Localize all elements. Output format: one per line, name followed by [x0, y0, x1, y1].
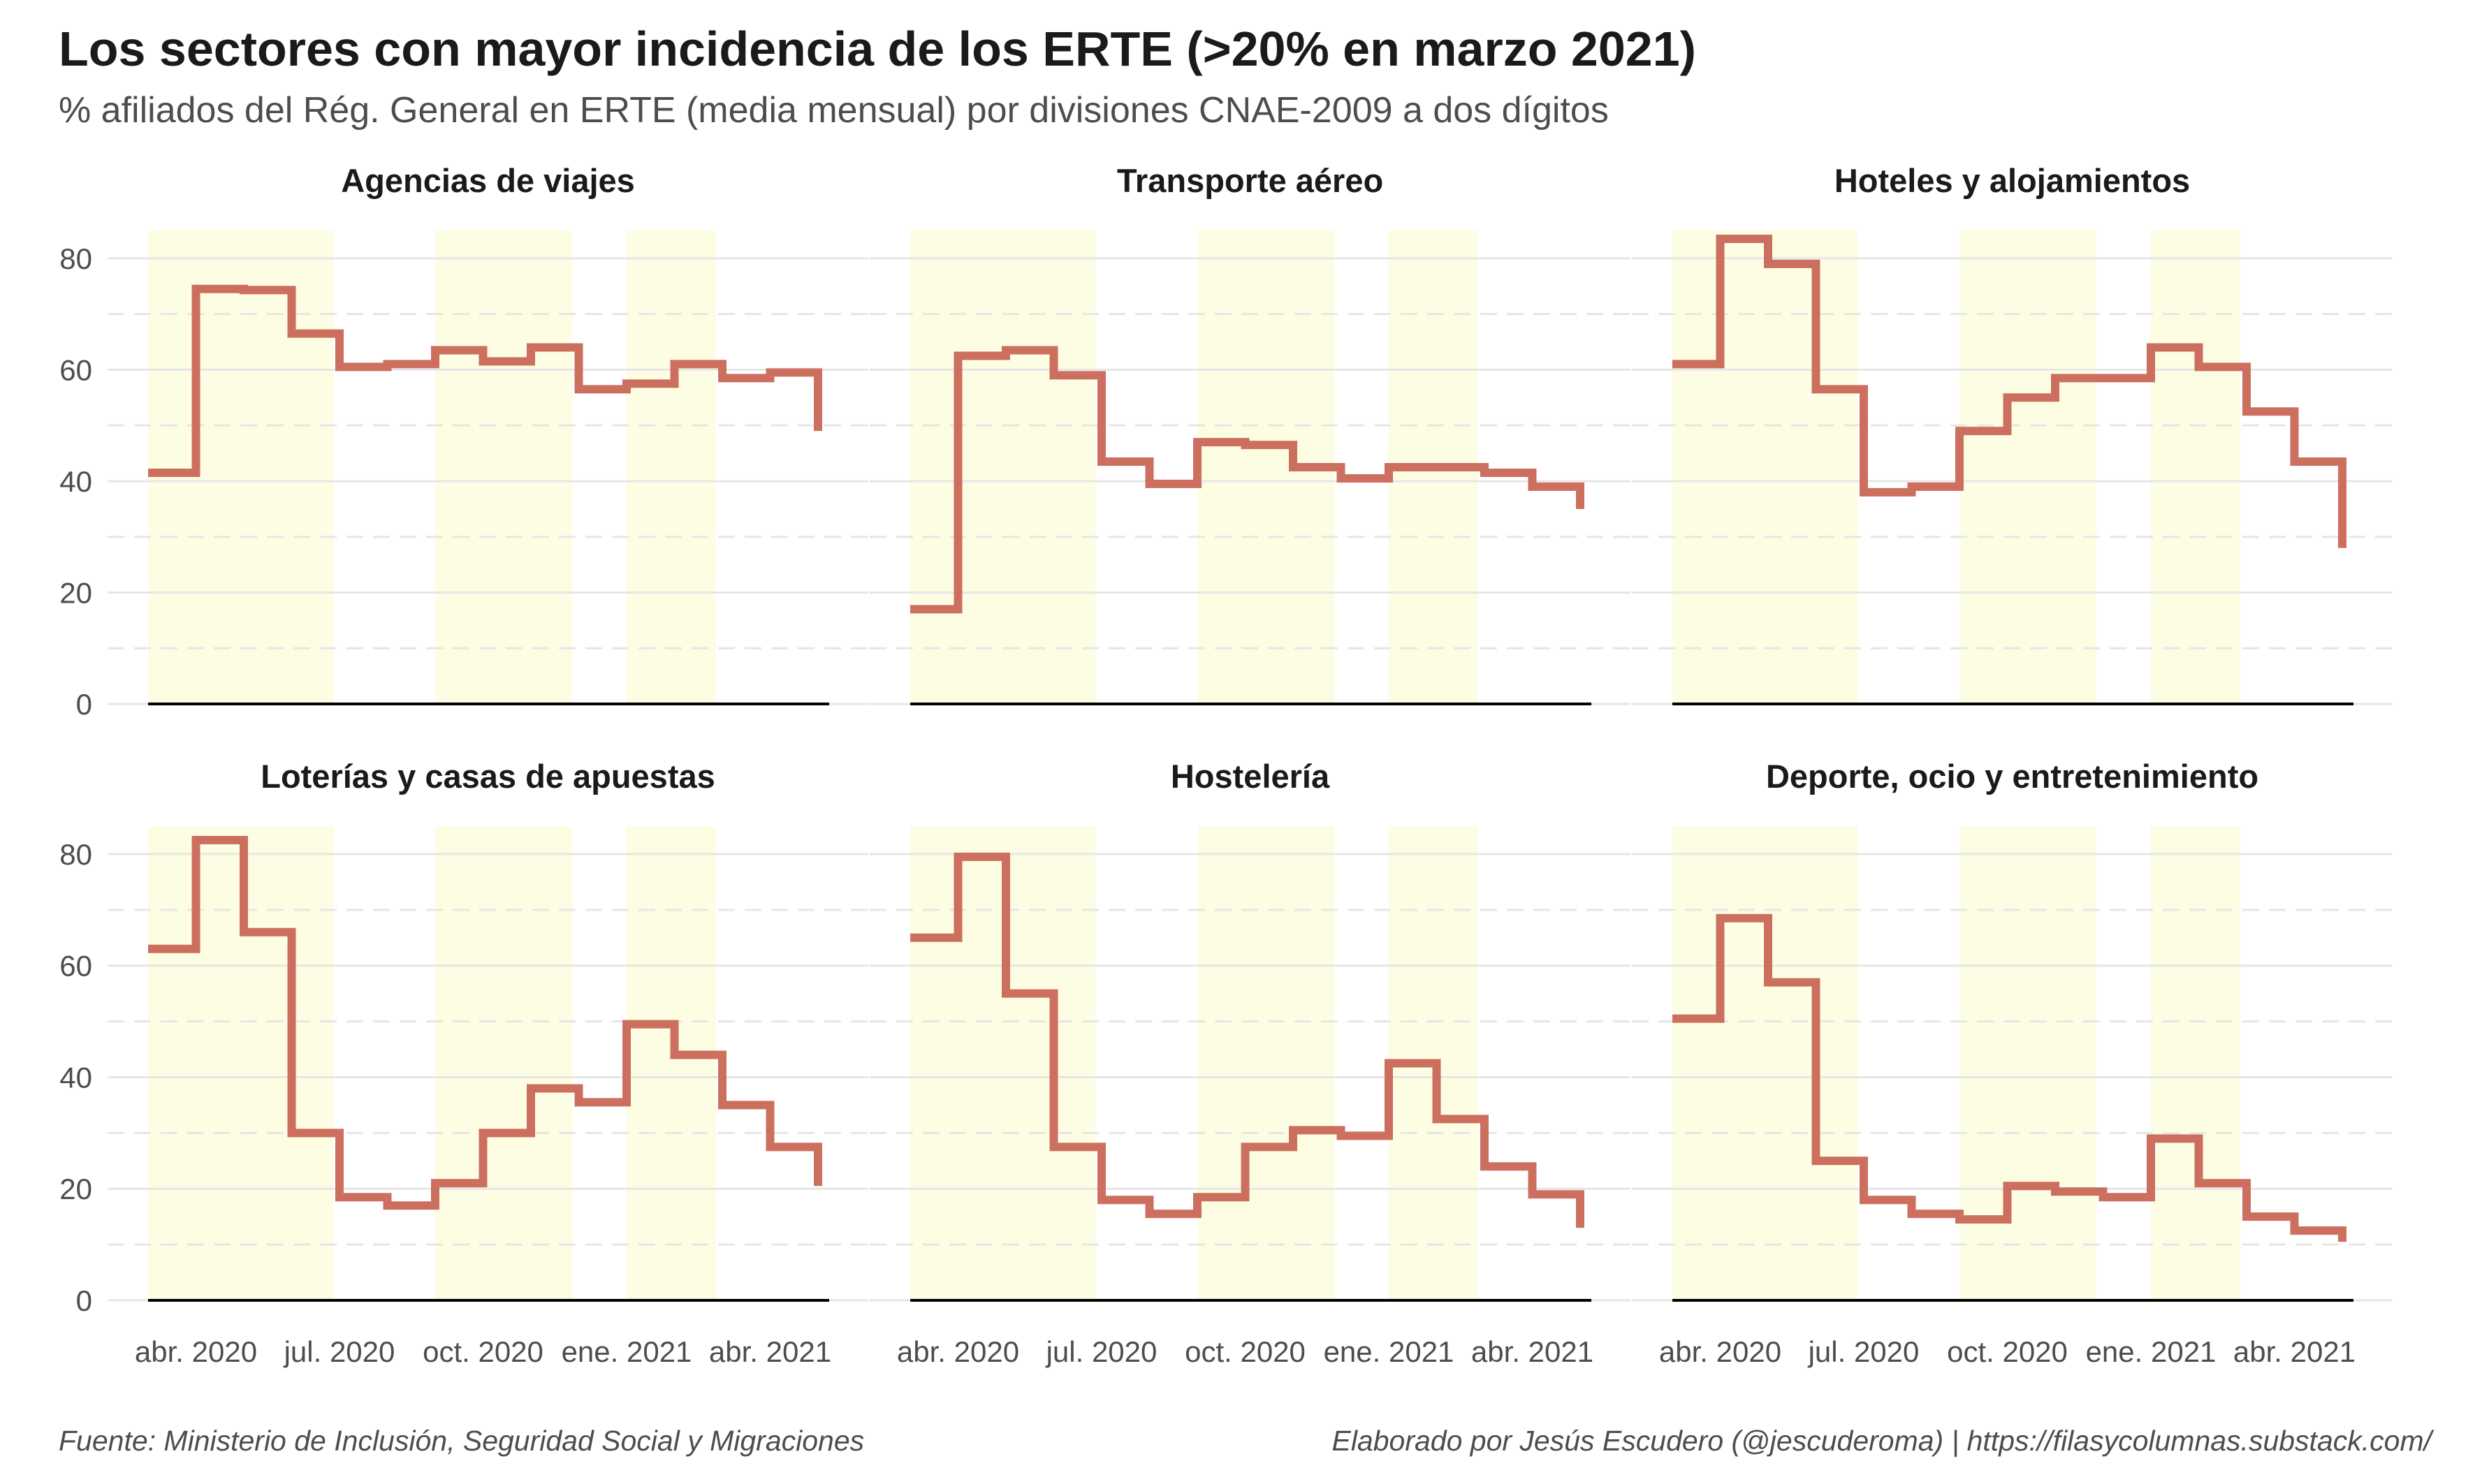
x-tick-label: abr. 2020	[1659, 1335, 1781, 1368]
x-tick-label: abr. 2021	[1471, 1335, 1593, 1368]
x-tick-label: abr. 2021	[709, 1335, 831, 1368]
series-line	[910, 852, 1584, 1228]
chart-title: Los sectores con mayor incidencia de los…	[59, 22, 1696, 76]
shaded-period	[148, 230, 333, 704]
facet-panel: Transporte aéreo	[870, 162, 1630, 705]
facet-panel: Agencias de viajes 0 20 40 60 80	[59, 162, 868, 721]
x-tick-label: ene. 2021	[1324, 1335, 1454, 1368]
series-line	[148, 835, 822, 1210]
facet-panel: Loterías y casas de apuestas 0 20 40 60 80 abr…	[59, 758, 868, 1368]
facet-title: Deporte, ocio y entretenimiento	[1766, 758, 2258, 795]
facet-title: Loterías y casas de apuestas	[261, 758, 715, 795]
shaded-period	[1959, 826, 2097, 1300]
x-tick-label: abr. 2021	[2233, 1335, 2356, 1368]
shaded-period	[1672, 826, 1857, 1300]
y-tick-label: 20	[59, 1173, 92, 1205]
y-tick-label: 40	[59, 465, 92, 498]
y-tick-label: 60	[59, 950, 92, 983]
x-tick-label: jul. 2020	[1807, 1335, 1920, 1368]
facet-title: Agencias de viajes	[341, 162, 635, 199]
shaded-period	[2151, 826, 2240, 1300]
series-line	[148, 284, 822, 477]
y-tick-label: 0	[76, 1284, 92, 1317]
facet-panel: Hoteles y alojamientos	[1632, 162, 2393, 705]
shaded-period	[910, 230, 1095, 704]
facet-title: Hoteles y alojamientos	[1834, 162, 2190, 199]
x-tick-label: oct. 2020	[1947, 1335, 2068, 1368]
chart-subtitle: % afiliados del Rég. General en ERTE (me…	[59, 90, 1609, 131]
y-tick-label: 40	[59, 1061, 92, 1094]
shaded-period	[627, 826, 716, 1300]
series-line	[910, 346, 1584, 614]
facet-panel: Hostelería abr. 2020 jul. 2020 oct. 2020 ene…	[870, 758, 1630, 1368]
source-caption: Fuente: Ministerio de Inclusión, Segurid…	[59, 1425, 865, 1457]
y-tick-label: 80	[59, 838, 92, 871]
shaded-period	[2151, 230, 2240, 704]
x-tick-label: abr. 2020	[897, 1335, 1019, 1368]
y-tick-label: 20	[59, 576, 92, 609]
x-tick-label: ene. 2021	[2086, 1335, 2217, 1368]
x-tick-label: jul. 2020	[1045, 1335, 1158, 1368]
facet-title: Hostelería	[1171, 758, 1330, 795]
y-tick-label: 60	[59, 353, 92, 386]
credit-caption: Elaborado por Jesús Escudero (@jescudero…	[1331, 1425, 2432, 1457]
x-tick-label: oct. 2020	[1185, 1335, 1306, 1368]
y-tick-label: 0	[76, 688, 92, 721]
x-tick-label: abr. 2020	[135, 1335, 257, 1368]
facet-panel: Deporte, ocio y entretenimiento abr. 2020…	[1632, 758, 2393, 1368]
shaded-period	[1959, 230, 2097, 704]
facet-title: Transporte aéreo	[1117, 162, 1383, 199]
x-tick-label: ene. 2021	[562, 1335, 692, 1368]
y-tick-label: 80	[59, 242, 92, 275]
shaded-period	[1197, 826, 1335, 1300]
x-tick-label: jul. 2020	[283, 1335, 395, 1368]
series-line	[1672, 234, 2346, 548]
series-line	[1672, 913, 2346, 1242]
x-tick-label: oct. 2020	[423, 1335, 543, 1368]
shaded-period	[435, 826, 573, 1300]
shaded-period	[627, 230, 716, 704]
shaded-period	[435, 230, 573, 704]
shaded-period	[1672, 230, 1857, 704]
